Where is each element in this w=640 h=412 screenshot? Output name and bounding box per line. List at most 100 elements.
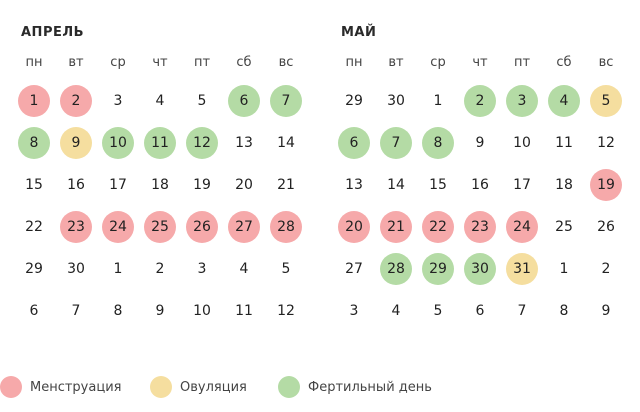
day-cell[interactable]: 26 bbox=[181, 206, 223, 248]
day-cell[interactable]: 11 bbox=[543, 122, 585, 164]
day-cell[interactable]: 5 bbox=[181, 80, 223, 122]
day-cell[interactable]: 5 bbox=[585, 80, 627, 122]
day-cell[interactable]: 26 bbox=[585, 206, 627, 248]
day-number: 5 bbox=[197, 93, 207, 109]
day-cell[interactable]: 19 bbox=[181, 164, 223, 206]
day-cell[interactable]: 8 bbox=[543, 290, 585, 332]
day-cell[interactable]: 6 bbox=[459, 290, 501, 332]
day-cell[interactable]: 9 bbox=[55, 122, 97, 164]
day-cell[interactable]: 12 bbox=[265, 290, 307, 332]
day-cell[interactable]: 25 bbox=[543, 206, 585, 248]
day-cell[interactable]: 2 bbox=[55, 80, 97, 122]
day-cell[interactable]: 9 bbox=[459, 122, 501, 164]
day-cell[interactable]: 2 bbox=[459, 80, 501, 122]
day-cell[interactable]: 4 bbox=[139, 80, 181, 122]
day-number: 29 bbox=[25, 261, 43, 277]
day-cell[interactable]: 15 bbox=[417, 164, 459, 206]
month-grid: пн вт ср чт пт сб вс 29 30 1 2 3 4 5 6 7 8 9 10 11 12 13 14 15 1… bbox=[333, 44, 627, 332]
day-cell[interactable]: 3 bbox=[97, 80, 139, 122]
day-cell[interactable]: 25 bbox=[139, 206, 181, 248]
day-cell[interactable]: 8 bbox=[417, 122, 459, 164]
day-cell[interactable]: 21 bbox=[375, 206, 417, 248]
day-cell[interactable]: 29 bbox=[13, 248, 55, 290]
day-fertile: 7 bbox=[380, 127, 412, 159]
day-cell[interactable]: 1 bbox=[97, 248, 139, 290]
day-number: 3 bbox=[113, 93, 123, 109]
day-number: 29 bbox=[345, 93, 363, 109]
day-cell[interactable]: 20 bbox=[333, 206, 375, 248]
day-cell[interactable]: 2 bbox=[585, 248, 627, 290]
day-cell[interactable]: 22 bbox=[417, 206, 459, 248]
day-cell[interactable]: 11 bbox=[223, 290, 265, 332]
day-cell[interactable]: 9 bbox=[139, 290, 181, 332]
day-cell[interactable]: 4 bbox=[223, 248, 265, 290]
day-cell[interactable]: 14 bbox=[375, 164, 417, 206]
day-cell[interactable]: 2 bbox=[139, 248, 181, 290]
day-cell[interactable]: 17 bbox=[501, 164, 543, 206]
day-cell[interactable]: 27 bbox=[223, 206, 265, 248]
day-cell[interactable]: 9 bbox=[585, 290, 627, 332]
day-cell[interactable]: 8 bbox=[97, 290, 139, 332]
month-grid: пн вт ср чт пт сб вс 1 2 3 4 5 6 7 8 9 10 11 12 13 14 15 16 17 1… bbox=[13, 44, 307, 332]
day-cell[interactable]: 22 bbox=[13, 206, 55, 248]
day-cell[interactable]: 10 bbox=[181, 290, 223, 332]
day-number: 22 bbox=[25, 219, 43, 235]
day-cell[interactable]: 12 bbox=[181, 122, 223, 164]
day-cell[interactable]: 20 bbox=[223, 164, 265, 206]
day-cell[interactable]: 24 bbox=[97, 206, 139, 248]
day-number: 7 bbox=[517, 303, 527, 319]
day-cell[interactable]: 3 bbox=[181, 248, 223, 290]
day-cell[interactable]: 28 bbox=[375, 248, 417, 290]
day-cell[interactable]: 13 bbox=[333, 164, 375, 206]
day-cell[interactable]: 16 bbox=[459, 164, 501, 206]
day-cell[interactable]: 10 bbox=[501, 122, 543, 164]
day-cell[interactable]: 21 bbox=[265, 164, 307, 206]
day-cell[interactable]: 3 bbox=[333, 290, 375, 332]
day-fertile: 11 bbox=[144, 127, 176, 159]
legend-label: Овуляция bbox=[180, 379, 247, 395]
day-cell[interactable]: 3 bbox=[501, 80, 543, 122]
day-cell[interactable]: 8 bbox=[13, 122, 55, 164]
day-cell[interactable]: 16 bbox=[55, 164, 97, 206]
day-cell[interactable]: 29 bbox=[417, 248, 459, 290]
day-cell[interactable]: 15 bbox=[13, 164, 55, 206]
day-fertile: 4 bbox=[548, 85, 580, 117]
day-cell[interactable]: 4 bbox=[375, 290, 417, 332]
day-cell[interactable]: 11 bbox=[139, 122, 181, 164]
day-cell[interactable]: 7 bbox=[265, 80, 307, 122]
day-number: 2 bbox=[155, 261, 165, 277]
day-cell[interactable]: 1 bbox=[543, 248, 585, 290]
day-number: 25 bbox=[555, 219, 573, 235]
day-cell[interactable]: 1 bbox=[417, 80, 459, 122]
day-cell[interactable]: 19 bbox=[585, 164, 627, 206]
day-cell[interactable]: 10 bbox=[97, 122, 139, 164]
day-cell[interactable]: 17 bbox=[97, 164, 139, 206]
day-cell[interactable]: 27 bbox=[333, 248, 375, 290]
day-cell[interactable]: 31 bbox=[501, 248, 543, 290]
day-cell[interactable]: 13 bbox=[223, 122, 265, 164]
day-cell[interactable]: 18 bbox=[543, 164, 585, 206]
day-cell[interactable]: 7 bbox=[501, 290, 543, 332]
day-cell[interactable]: 14 bbox=[265, 122, 307, 164]
day-cell[interactable]: 30 bbox=[375, 80, 417, 122]
day-cell[interactable]: 4 bbox=[543, 80, 585, 122]
day-cell[interactable]: 6 bbox=[13, 290, 55, 332]
day-cell[interactable]: 28 bbox=[265, 206, 307, 248]
day-cell[interactable]: 23 bbox=[55, 206, 97, 248]
day-cell[interactable]: 6 bbox=[223, 80, 265, 122]
day-cell[interactable]: 29 bbox=[333, 80, 375, 122]
day-cell[interactable]: 18 bbox=[139, 164, 181, 206]
day-cell[interactable]: 6 bbox=[333, 122, 375, 164]
day-cell[interactable]: 7 bbox=[375, 122, 417, 164]
day-cell[interactable]: 30 bbox=[55, 248, 97, 290]
day-cell[interactable]: 5 bbox=[265, 248, 307, 290]
day-cell[interactable]: 12 bbox=[585, 122, 627, 164]
weekday-label: вт bbox=[388, 54, 404, 70]
day-number: 4 bbox=[391, 303, 401, 319]
day-cell[interactable]: 5 bbox=[417, 290, 459, 332]
day-cell[interactable]: 24 bbox=[501, 206, 543, 248]
day-cell[interactable]: 1 bbox=[13, 80, 55, 122]
day-cell[interactable]: 23 bbox=[459, 206, 501, 248]
day-cell[interactable]: 30 bbox=[459, 248, 501, 290]
day-cell[interactable]: 7 bbox=[55, 290, 97, 332]
